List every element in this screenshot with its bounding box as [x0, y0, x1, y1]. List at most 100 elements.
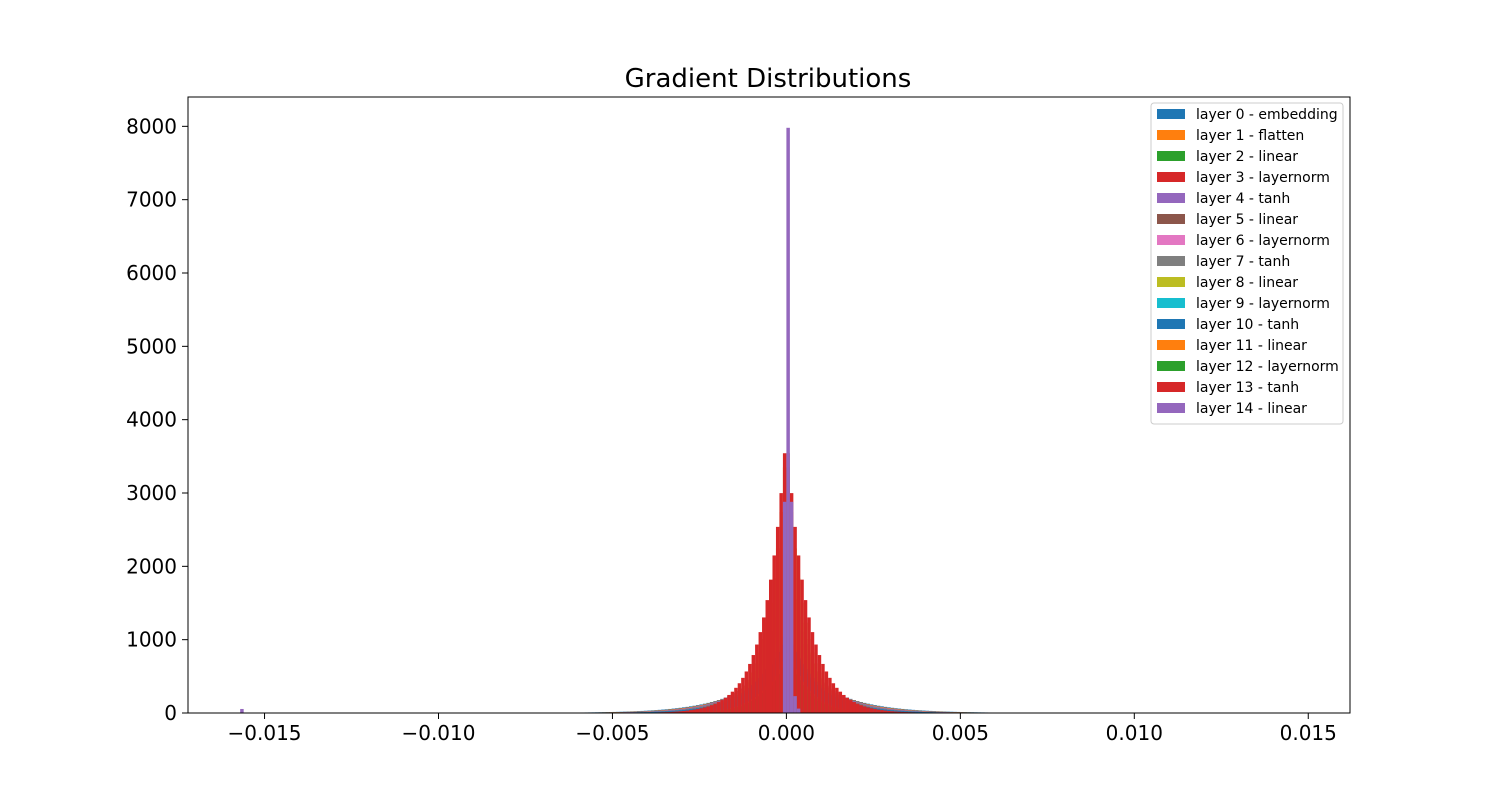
legend-swatch: [1157, 193, 1185, 203]
bar-13-40: [779, 493, 783, 713]
legend-label: layer 12 - layernorm: [1196, 359, 1339, 375]
legend: layer 0 - embedding layer 1 - flatten laye…: [1150, 102, 1344, 425]
bar-13-18: [702, 707, 707, 713]
bar-14-2: [789, 501, 794, 713]
bar-13-74: [897, 711, 902, 713]
bar-10-25: [654, 711, 658, 713]
legend-item: layer 5 - linear: [1157, 212, 1298, 228]
bar-13-30: [744, 671, 749, 713]
bar-10-26: [657, 711, 662, 713]
legend-label: layer 6 - layernorm: [1196, 233, 1330, 249]
bar-13-12: [682, 710, 686, 713]
bar-13-61: [852, 702, 856, 713]
bar-10-100: [915, 711, 919, 713]
legend-swatch: [1157, 109, 1185, 119]
y-tick-label: 0: [164, 701, 177, 725]
x-tick-label: −0.005: [575, 721, 649, 745]
bar-10-101: [918, 711, 923, 713]
y-tick-label: 7000: [126, 188, 177, 212]
bar-13-62: [855, 703, 860, 713]
legend-label: layer 13 - tanh: [1196, 380, 1299, 396]
legend-swatch: [1157, 256, 1185, 266]
legend-label: layer 10 - tanh: [1196, 317, 1299, 333]
bar-13-50: [814, 644, 818, 713]
bar-10-24: [650, 711, 655, 713]
bar-13-21: [713, 703, 717, 713]
y-tick-label: 5000: [126, 334, 177, 358]
bar-13-47: [803, 600, 808, 713]
bar-13-67: [873, 708, 877, 713]
histogram-bars: [240, 127, 1013, 714]
y-tick-label: 1000: [126, 628, 177, 652]
legend-swatch: [1157, 382, 1185, 392]
bar-13-72: [890, 711, 895, 713]
bar-13-15: [692, 709, 696, 713]
bar-13-68: [876, 709, 881, 713]
legend-swatch: [1157, 361, 1185, 371]
bar-13-20: [709, 705, 714, 713]
bar-13-54: [828, 677, 832, 713]
legend-label: layer 11 - linear: [1196, 338, 1307, 354]
x-tick-label: 0.010: [1106, 721, 1163, 745]
bar-13-9: [671, 711, 676, 713]
bar-13-51: [817, 655, 822, 713]
bar-13-64: [862, 706, 867, 713]
bar-13-57: [838, 691, 843, 713]
legend-swatch: [1157, 340, 1185, 350]
x-tick-label: 0.015: [1280, 721, 1337, 745]
legend-label: layer 8 - linear: [1196, 275, 1298, 291]
y-tick-label: 3000: [126, 481, 177, 505]
legend-swatch: [1157, 403, 1185, 413]
bar-13-11: [678, 711, 683, 713]
x-tick-label: −0.010: [401, 721, 475, 745]
bar-13-37: [769, 579, 773, 713]
bar-13-70: [883, 710, 888, 713]
legend-item: layer 12 - layernorm: [1157, 359, 1339, 375]
bar-13-58: [842, 694, 846, 713]
x-tick-label: 0.005: [932, 721, 989, 745]
bar-10-27: [661, 711, 665, 713]
legend-swatch: [1157, 235, 1185, 245]
bar-13-16: [695, 708, 700, 713]
bar-13-73: [894, 711, 898, 713]
legend-item: layer 3 - layernorm: [1157, 170, 1330, 186]
legend-label: layer 9 - layernorm: [1196, 296, 1330, 312]
bar-13-49: [810, 632, 815, 713]
bar-13-10: [675, 711, 679, 713]
x-tick-label: 0.000: [758, 721, 815, 745]
legend-swatch: [1157, 277, 1185, 287]
x-tick-label: −0.015: [228, 721, 302, 745]
legend-item: layer 13 - tanh: [1157, 380, 1299, 396]
bar-13-59: [845, 697, 850, 713]
bar-13-36: [765, 600, 769, 713]
bar-13-8: [668, 711, 672, 713]
legend-item: layer 8 - linear: [1157, 275, 1298, 291]
bar-14-3: [793, 696, 797, 713]
legend-label: layer 4 - tanh: [1196, 191, 1290, 207]
bar-13-39: [775, 526, 780, 713]
bar-13-19: [706, 706, 710, 713]
legend-label: layer 3 - layernorm: [1196, 170, 1330, 186]
bar-13-23: [720, 700, 724, 713]
legend-item: layer 4 - tanh: [1157, 191, 1290, 207]
legend-label: layer 2 - linear: [1196, 149, 1298, 165]
y-tick-label: 6000: [126, 261, 177, 285]
bar-13-66: [869, 708, 874, 713]
bar-13-60: [849, 700, 853, 713]
y-tick-label: 2000: [126, 554, 177, 578]
bar-13-34: [758, 632, 763, 713]
bar-13-45: [796, 555, 801, 713]
legend-label: layer 1 - flatten: [1196, 128, 1304, 144]
bar-13-13: [685, 710, 689, 713]
bar-13-26: [730, 691, 735, 713]
legend-swatch: [1157, 172, 1185, 182]
legend-item: layer 10 - tanh: [1157, 317, 1299, 333]
bar-13-38: [772, 555, 776, 713]
legend-swatch: [1157, 151, 1185, 161]
y-tick-label: 4000: [126, 408, 177, 432]
bar-13-32: [751, 655, 756, 713]
legend-item: layer 0 - embedding: [1157, 107, 1338, 123]
y-axis: 0 1000 2000 3000 4000 5000 6000 7000 8000: [126, 114, 188, 725]
bar-13-28: [737, 683, 742, 713]
axes-frame: [187, 96, 1351, 714]
